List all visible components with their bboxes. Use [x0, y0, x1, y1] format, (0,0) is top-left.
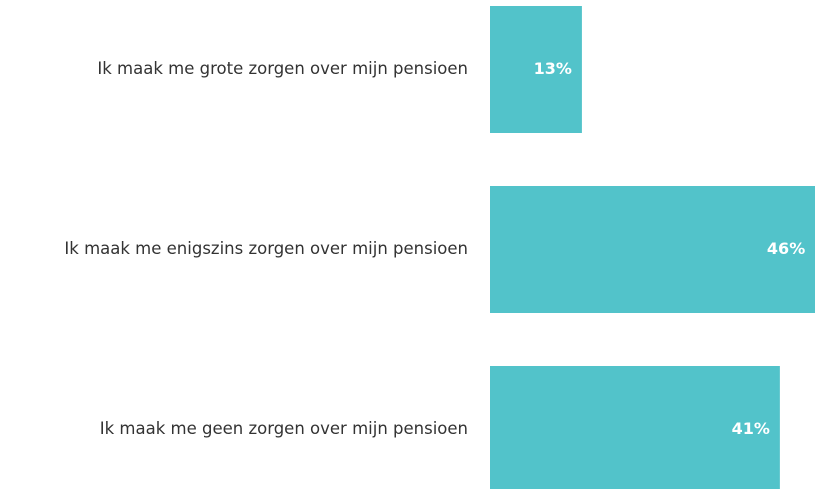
category-label: Ik maak me enigszins zorgen over mijn pe… [64, 239, 468, 258]
category-label: Ik maak me geen zorgen over mijn pensioe… [100, 419, 468, 438]
bar [490, 186, 815, 313]
bar [490, 366, 780, 489]
value-label: 46% [767, 239, 805, 258]
category-label: Ik maak me grote zorgen over mijn pensio… [97, 59, 468, 78]
value-label: 13% [534, 59, 572, 78]
bar [490, 6, 582, 133]
value-label: 41% [732, 419, 770, 438]
